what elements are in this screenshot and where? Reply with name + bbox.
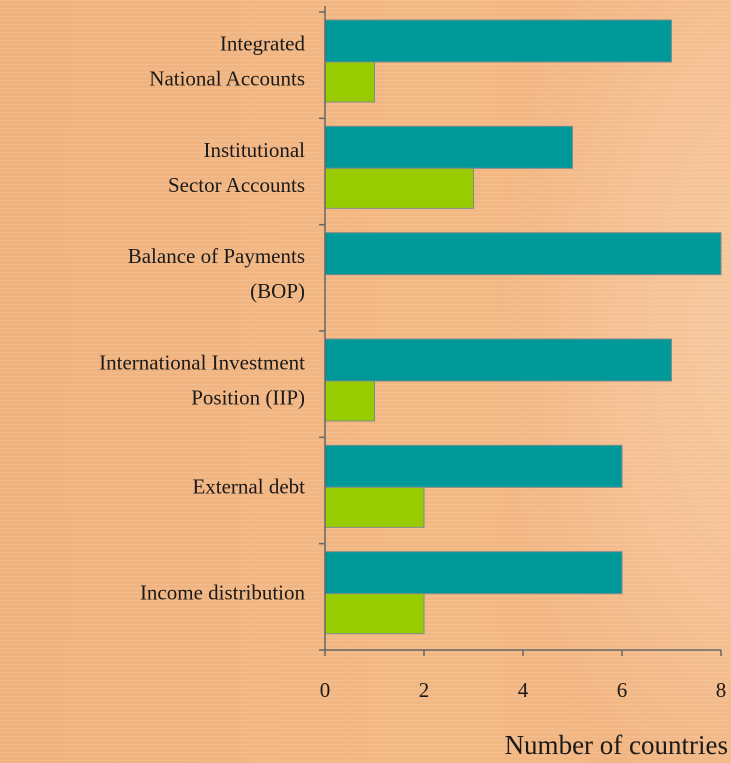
y-tick-label: Institutional <box>204 138 306 162</box>
x-tick-label: 4 <box>518 678 529 702</box>
x-tick-label: 2 <box>419 678 430 702</box>
y-tick-label: External debt <box>192 474 305 498</box>
bar <box>324 444 623 488</box>
x-tick-label: 8 <box>716 678 727 702</box>
bar <box>324 338 672 382</box>
y-tick-label: International Investment <box>99 350 305 374</box>
y-tick-label: Income distribution <box>140 581 306 605</box>
bar <box>324 19 672 63</box>
y-tick-label: Balance of Payments <box>128 244 305 268</box>
y-tick-label: Position (IIP) <box>191 385 305 409</box>
bar <box>324 486 425 528</box>
y-tick-label: Integrated <box>220 31 306 55</box>
bar <box>324 380 375 422</box>
y-tick-label: Sector Accounts <box>168 173 305 197</box>
bar <box>324 125 573 169</box>
bar <box>324 167 474 209</box>
bar <box>324 232 722 276</box>
y-tick-label: (BOP) <box>250 279 305 303</box>
x-tick-label: 0 <box>320 678 331 702</box>
x-axis-title: Number of countries <box>505 730 728 760</box>
y-tick-label: National Accounts <box>149 66 305 90</box>
x-tick-label: 6 <box>617 678 628 702</box>
bar <box>324 61 375 103</box>
bar <box>324 551 623 595</box>
bar <box>324 593 425 635</box>
